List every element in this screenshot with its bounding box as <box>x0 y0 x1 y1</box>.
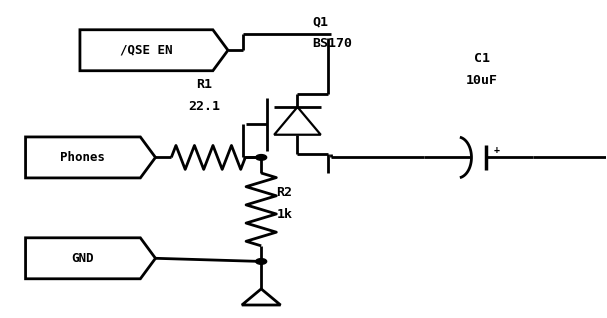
Text: 10uF: 10uF <box>466 74 498 87</box>
Text: Q1: Q1 <box>313 15 328 28</box>
Text: +: + <box>494 145 500 155</box>
Text: GND: GND <box>72 252 94 265</box>
Circle shape <box>256 259 266 264</box>
Text: Phones: Phones <box>61 151 106 164</box>
Text: C1: C1 <box>473 52 490 65</box>
Text: 22.1: 22.1 <box>188 100 220 114</box>
Text: /QSE EN: /QSE EN <box>120 44 172 57</box>
Text: BS170: BS170 <box>313 38 353 51</box>
Text: R1: R1 <box>196 79 212 91</box>
Circle shape <box>256 155 266 160</box>
Text: 1k: 1k <box>276 208 293 221</box>
Text: R2: R2 <box>276 186 293 199</box>
